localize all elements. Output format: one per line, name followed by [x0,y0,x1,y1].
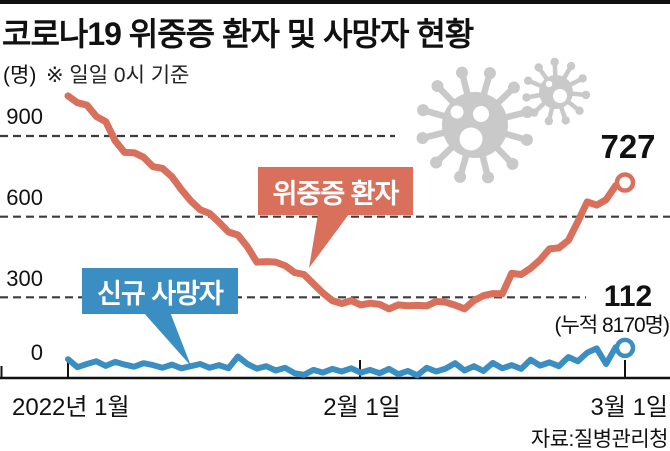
virus-spike-tip [507,81,520,94]
virus-pore [473,106,489,122]
virus-spike-tip [430,156,443,169]
source-credit: 자료:질병관리청 [530,428,669,451]
series-endpoint-deaths [614,337,636,359]
virus-spike-tip [416,132,429,144]
series-line-deaths [65,344,628,379]
virus-spike-tip [534,63,543,72]
virus-spike-tip [578,74,587,83]
virus-spike-tip [561,116,570,125]
x-tick-jan: 2022년 1월 [12,394,130,421]
deaths-callout-pointer [143,312,191,366]
virus-spike-tip [575,106,584,115]
virus-spike-tip [520,133,533,146]
virus-icon-small [522,57,591,126]
virus-spike-tip [566,61,576,71]
virus-pore [459,127,483,151]
x-tick-feb: 2월 1일 [323,394,401,421]
y-tick-300: 300 [6,266,43,291]
virus-spike-tip [544,116,553,126]
virus-spike-tip [530,108,539,117]
virus-spike-tip [524,76,533,85]
series-line-severe [64,92,629,313]
virus-spike-tip [456,66,468,79]
series-label-deaths: 신규 사망자 [82,268,238,314]
end-value-deaths: 112 [603,280,653,313]
virus-spike-tip [431,80,444,93]
virus-spike-tip [506,157,519,170]
virus-pore [545,80,553,88]
severe-callout-pointer [309,214,349,268]
cumulative-deaths-label: (누적 8170명) [554,314,670,337]
y-tick-900: 900 [6,104,43,129]
y-tick-0: 0 [30,340,43,365]
virus-icon-large [416,66,534,184]
x-tick-mar: 3월 1일 [590,394,668,421]
virus-spike-tip [417,104,430,117]
virus-spike-tip [550,57,559,67]
virus-spike-tip [522,93,531,102]
end-value-severe: 727 [600,128,656,165]
series-endpoint-severe [614,172,636,193]
virus-spike-tip [581,90,591,100]
y-axis-unit: (명) [3,64,37,87]
virus-spike-tip [482,171,494,184]
y-tick-600: 600 [6,185,43,210]
chart-note: ※ 일일 0시 기준 [46,64,190,87]
series-label-severe: 위중증 환자 [258,167,413,215]
virus-pore [450,105,464,119]
chart-title: 코로나19 위중증 환자 및 사망자 현황 [2,16,474,52]
virus-spike-tip [483,67,496,80]
virus-pore [553,89,567,103]
top-border [0,0,670,4]
virus-spike-tip [454,170,467,183]
virus-spike-tip [521,106,534,118]
